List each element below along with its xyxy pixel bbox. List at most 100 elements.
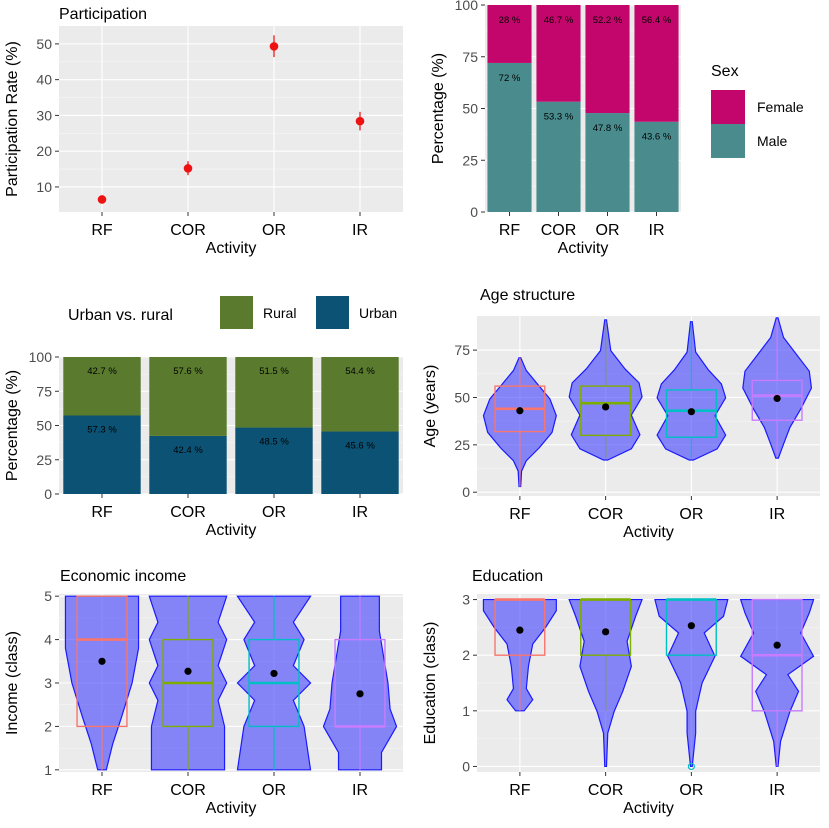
mean-point: [687, 408, 695, 416]
age-xtick-label: RF: [509, 506, 531, 523]
bar-urban: [321, 431, 399, 494]
education-xtick-label: OR: [679, 782, 703, 799]
sex-xtick-label: OR: [596, 222, 620, 239]
sex-ylabel: Percentage (%): [430, 53, 447, 164]
data-label: 53.3 %: [544, 112, 574, 123]
age-title: Age structure: [480, 287, 575, 304]
violin: [654, 598, 729, 768]
income-ytick-label: 4: [44, 632, 52, 648]
urban-ytick-label: 0: [44, 486, 52, 502]
age-xlabel: Activity: [623, 524, 674, 541]
education-xtick-label: COR: [588, 782, 624, 799]
income-ytick-label: 5: [44, 588, 52, 604]
legend-label: Urban: [359, 305, 397, 321]
data-label: 51.5 %: [259, 366, 289, 377]
data-label: 47.8 %: [593, 123, 623, 134]
urban-ylabel: Percentage (%): [4, 370, 21, 481]
data-point: [183, 164, 193, 173]
legend-title: Urban vs. rural: [68, 307, 173, 324]
education-ylabel: Education (class): [422, 622, 439, 745]
mean-point: [98, 657, 106, 665]
mean-point: [516, 407, 524, 415]
urban-panel: 0 25 50 75 100 RF COR OR IR Activity Percentage (%…: [4, 349, 403, 539]
bar-rural: [321, 357, 399, 432]
mean-point: [356, 690, 364, 698]
participation-title: Participation: [59, 6, 147, 23]
sex-xtick-label: IR: [649, 222, 665, 239]
bar-male: [585, 113, 630, 212]
participation-plot-background: [59, 26, 403, 212]
data-label: 56.4 %: [642, 15, 672, 26]
age-ytick-label: 75: [454, 342, 470, 358]
bar-urban: [149, 435, 227, 494]
mean-point: [773, 641, 781, 649]
urban-xtick-label: COR: [170, 504, 206, 521]
violin: [742, 317, 813, 459]
box: [665, 389, 717, 438]
data-label: 54.4 %: [345, 366, 375, 377]
data-label: 45.6 %: [345, 441, 375, 452]
mean-point: [516, 626, 524, 634]
education-title: Education: [472, 568, 543, 585]
sex-ytick-label: 100: [455, 0, 479, 13]
outlier-point: [687, 762, 695, 771]
income-xtick-label: OR: [262, 782, 286, 799]
urban-ytick-label: 50: [36, 418, 52, 434]
bar-rural: [235, 357, 313, 428]
legend-key: [316, 296, 349, 329]
bar-male: [536, 101, 581, 212]
participation-xtick-label: IR: [352, 222, 368, 239]
violin: [482, 357, 557, 488]
income-title: Economic income: [60, 568, 186, 585]
participation-xtick-label: OR: [262, 222, 286, 239]
sex-xtick-label: COR: [541, 222, 577, 239]
education-ytick-label: 2: [462, 647, 470, 663]
mean-point: [184, 667, 192, 675]
bar-female: [634, 5, 679, 122]
income-xtick-label: COR: [170, 782, 206, 799]
age-ytick-label: 25: [454, 437, 470, 453]
urban-legend: Urban vs. rural Rural Urban: [68, 296, 397, 329]
participation-ylabel: Participation Rate (%): [4, 41, 21, 197]
data-label: 46.7 %: [544, 15, 574, 26]
urban-xtick-label: IR: [352, 504, 368, 521]
sex-ytick-label: 50: [462, 101, 478, 117]
data-point: [355, 116, 365, 126]
bar-male: [487, 62, 532, 213]
legend-label: Female: [757, 99, 804, 115]
violin: [568, 319, 643, 461]
box: [580, 385, 632, 437]
data-label: 52.2 %: [593, 15, 623, 26]
data-label: 57.6 %: [173, 366, 203, 377]
sex-legend: Sex Female Male: [711, 63, 804, 158]
income-panel: 1 2 3 4 5 RF COR OR IR Activity Income (class) Econ…: [4, 568, 403, 817]
legend-label: Rural: [263, 305, 296, 321]
bar-female: [536, 5, 581, 102]
age-xtick-label: OR: [679, 506, 703, 523]
box: [751, 379, 803, 421]
income-ytick-label: 3: [44, 675, 52, 691]
data-label: 42.7 %: [87, 366, 117, 377]
data-label: 57.3 %: [87, 424, 117, 435]
bar-male: [634, 121, 679, 212]
data-label: 42.4 %: [173, 445, 203, 456]
legend-title: Sex: [711, 63, 739, 80]
education-xlabel: Activity: [623, 800, 674, 817]
education-ytick-label: 3: [462, 592, 470, 608]
mean-point: [270, 669, 278, 678]
mean-point: [602, 628, 610, 636]
participation-xlabel: Activity: [206, 240, 257, 257]
age-ytick-label: 50: [454, 389, 470, 405]
sex-ytick-label: 25: [462, 152, 478, 168]
income-xtick-label: IR: [352, 782, 368, 799]
mean-point: [602, 403, 610, 411]
income-xlabel: Activity: [206, 800, 257, 817]
urban-ytick-label: 25: [36, 452, 52, 468]
participation-ytick-label: 10: [36, 179, 52, 195]
violin: [656, 321, 727, 461]
sex-xlabel: Activity: [558, 240, 609, 257]
bar-urban: [63, 415, 141, 494]
age-xtick-label: COR: [588, 506, 624, 523]
income-ytick-label: 1: [44, 762, 52, 778]
